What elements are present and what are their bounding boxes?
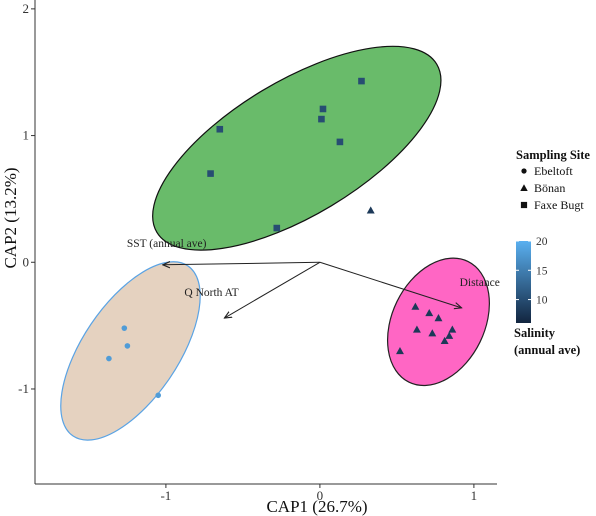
y-tick-label-3: 1 [23, 128, 30, 143]
ellipse-bonan [386, 257, 490, 387]
axis-ticks: -1 0 1 -1 0 1 2 [18, 1, 477, 503]
color-legend-title-line-1: Salinity [514, 326, 556, 340]
data-points [106, 77, 457, 399]
point-faxe-bugt-7 [273, 224, 281, 232]
x-tick-label-2: 0 [317, 488, 324, 503]
y-axis-title: CAP2 (13.2%) [1, 167, 20, 268]
point-faxe-bugt-2 [319, 105, 327, 113]
point-bonan-8 [445, 331, 454, 339]
group-ellipses [60, 45, 490, 441]
point-bonan-2 [411, 302, 420, 310]
vector-distance-arrow [319, 261, 462, 308]
point-bonan-10 [396, 347, 404, 355]
point-bonan-5 [412, 325, 421, 333]
y-tick-label-2: 0 [23, 254, 30, 269]
point-bonan-6 [428, 329, 437, 337]
point-bonan-1 [366, 206, 375, 214]
point-ebeltoft-3 [106, 355, 112, 362]
x-tick-label-1: -1 [160, 488, 171, 503]
x-tick-label-3: 1 [471, 488, 478, 503]
point-ebeltoft-2 [124, 343, 131, 349]
vector-q-north-at-arrow [224, 261, 321, 318]
y-tick-label-4: 2 [23, 1, 30, 16]
vector-distance-label: Distance [460, 277, 500, 289]
point-ebeltoft-1 [121, 325, 128, 331]
legend-circle-icon [521, 168, 527, 174]
point-faxe-bugt-4 [216, 125, 224, 133]
point-faxe-bugt-1 [358, 77, 365, 85]
x-axis-title: CAP1 (26.7%) [266, 497, 367, 516]
shape-legend-items: Ebeltoft Bönan Faxe Bugt [520, 164, 584, 212]
point-faxe-bugt-6 [207, 170, 214, 177]
color-legend-title-line-2: (annual ave) [514, 343, 580, 357]
colorbar-tick-label-1: 10 [536, 295, 548, 307]
salinity-colorbar [516, 241, 531, 323]
ellipse-ebeltoft [60, 261, 201, 441]
colorbar-tick-label-3: 20 [536, 236, 548, 248]
y-tick-label-1: -1 [18, 381, 29, 396]
legend-label-bonan: Bönan [534, 181, 565, 195]
point-bonan-9 [440, 336, 449, 344]
colorbar-ticks: 10 15 20 [516, 236, 548, 307]
shape-legend-title: Sampling Site [516, 148, 590, 162]
legend-label-ebeltoft: Ebeltoft [534, 164, 573, 178]
point-bonan-7 [448, 325, 457, 333]
vector-q-north-at-label: Q North AT [184, 287, 238, 299]
legend-label-faxe-bugt: Faxe Bugt [534, 198, 584, 212]
color-legend: 10 15 20 Salinity (annual ave) [514, 236, 580, 357]
ellipse-faxe-bugt [152, 45, 442, 251]
shape-legend: Sampling Site Ebeltoft Bönan Faxe Bugt [516, 148, 590, 212]
colorbar-tick-label-2: 15 [536, 265, 548, 277]
vector-sst-annual-ave-label: SST (annual ave) [127, 238, 207, 250]
vector-sst-annual-ave-arrow [163, 262, 320, 265]
point-faxe-bugt-3 [318, 115, 325, 123]
point-faxe-bugt-5 [336, 138, 344, 146]
point-bonan-3 [425, 308, 434, 317]
legend-triangle-icon [520, 184, 528, 191]
point-ebeltoft-4 [155, 392, 162, 399]
legend-square-icon [520, 201, 528, 209]
biplot-vectors: SST (annual ave) Q North AT Distance [127, 238, 500, 318]
point-bonan-4 [434, 314, 443, 322]
